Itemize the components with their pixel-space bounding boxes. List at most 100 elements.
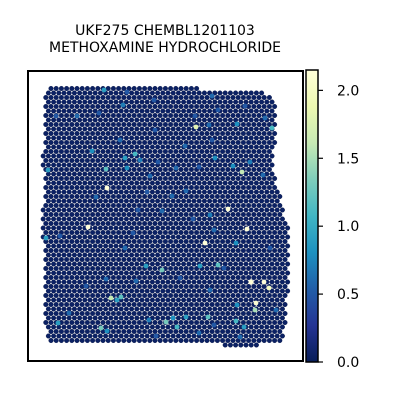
tissue-spot	[147, 229, 153, 235]
tissue-spot	[92, 126, 98, 132]
tissue-spot	[92, 117, 98, 123]
tissue-spot	[261, 211, 267, 217]
tissue-spot	[225, 157, 231, 163]
tissue-spot	[45, 333, 51, 339]
tissue-spot	[220, 257, 226, 263]
tissue-spot	[220, 166, 226, 172]
tissue-spot	[48, 266, 54, 272]
tissue-spot	[188, 202, 194, 208]
tissue-spot	[168, 257, 174, 263]
tissue-spot	[240, 329, 246, 335]
tissue-spot	[246, 284, 252, 290]
tissue-spot	[251, 184, 257, 190]
tissue-spot	[53, 85, 59, 91]
tissue-spot	[74, 166, 80, 172]
tissue-spot	[48, 193, 54, 199]
tissue-spot	[217, 225, 223, 231]
tissue-spot	[116, 85, 122, 91]
tissue-spot	[82, 171, 88, 177]
tissue-spot	[134, 306, 140, 312]
tissue-spot	[235, 229, 241, 235]
tissue-spot	[201, 225, 207, 231]
tissue-spot	[74, 175, 80, 181]
tissue-spot	[131, 94, 137, 100]
tissue-spot	[220, 275, 226, 281]
tissue-spot	[134, 117, 140, 123]
tissue-spot	[56, 225, 62, 231]
tissue-spot	[246, 257, 252, 263]
tissue-spot	[162, 202, 168, 208]
tissue-spot	[186, 117, 192, 123]
tissue-spot	[201, 216, 207, 222]
tissue-spot	[131, 220, 137, 226]
tissue-spot	[259, 162, 265, 168]
tissue-spot	[131, 311, 137, 317]
tissue-spot	[66, 270, 72, 276]
tissue-spot	[61, 279, 67, 285]
tissue-spot	[162, 220, 168, 226]
tissue-spot	[199, 320, 205, 326]
tissue-spot	[181, 324, 187, 330]
tissue-spot	[157, 202, 163, 208]
tissue-spot	[173, 275, 179, 281]
tissue-spot	[186, 297, 192, 303]
tissue-spot	[222, 162, 228, 168]
tissue-spot	[259, 99, 265, 105]
tissue-spot	[196, 234, 202, 240]
tissue-spot	[69, 329, 75, 335]
tissue-spot	[222, 324, 228, 330]
tissue-spot	[136, 121, 142, 127]
tissue-spot	[144, 225, 150, 231]
tissue-spot	[175, 288, 181, 294]
tissue-spot	[233, 234, 239, 240]
tissue-spot	[191, 162, 197, 168]
tissue-spot	[233, 108, 239, 114]
tissue-spot	[186, 234, 192, 240]
tissue-spot	[194, 266, 200, 272]
tissue-spot	[66, 189, 72, 195]
tissue-spot	[240, 229, 246, 235]
tissue-spot	[230, 229, 236, 235]
tissue-spot	[186, 216, 192, 222]
tissue-spot	[108, 270, 114, 276]
tissue-spot	[240, 202, 246, 208]
tissue-spot	[134, 144, 140, 150]
tissue-spot	[240, 275, 246, 281]
tissue-spot	[51, 144, 57, 150]
colorbar	[305, 69, 319, 363]
tissue-spot	[139, 216, 145, 222]
tissue-spot	[108, 279, 114, 285]
tissue-spot	[251, 193, 257, 199]
tissue-spot	[168, 184, 174, 190]
tissue-spot	[100, 293, 106, 299]
tissue-spot	[56, 153, 62, 159]
tissue-spot	[58, 238, 64, 244]
tissue-spot	[238, 288, 244, 294]
tissue-spot	[207, 234, 213, 240]
tissue-spot	[79, 166, 85, 172]
tissue-spot	[139, 225, 145, 231]
tissue-spot	[230, 247, 236, 253]
tissue-spot	[253, 99, 259, 105]
tissue-spot	[71, 126, 77, 132]
tissue-spot	[149, 297, 155, 303]
tissue-spot	[87, 324, 93, 330]
tissue-spot	[230, 130, 236, 136]
tissue-spot	[61, 90, 67, 96]
colorbar-tick-label: 1.0	[337, 219, 359, 235]
tissue-spot	[175, 144, 181, 150]
tissue-spot	[100, 311, 106, 317]
data-spot	[103, 166, 109, 172]
tissue-spot	[259, 315, 265, 321]
tissue-spot	[58, 202, 64, 208]
tissue-spot	[149, 108, 155, 114]
tissue-spot	[272, 293, 278, 299]
tissue-spot	[84, 121, 90, 127]
tissue-spot	[240, 311, 246, 317]
tissue-spot	[256, 121, 262, 127]
tissue-spot	[277, 238, 283, 244]
tissue-spot	[157, 320, 163, 326]
tissue-spot	[181, 117, 187, 123]
tissue-spot	[181, 207, 187, 213]
tissue-spot	[116, 112, 122, 118]
